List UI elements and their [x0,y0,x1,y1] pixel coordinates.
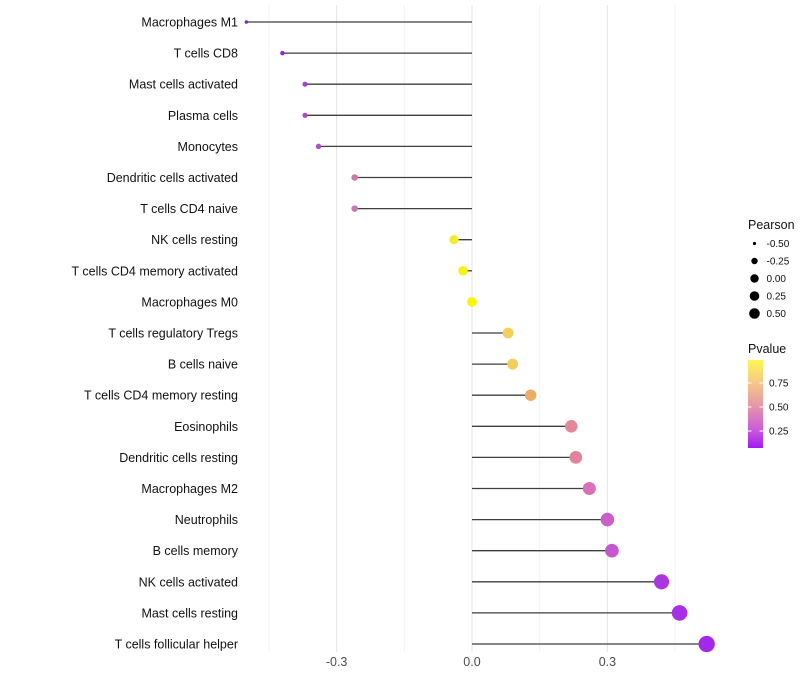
data-point[interactable] [569,451,583,464]
category-label: B cells memory [153,544,239,558]
x-tick-label: 0.0 [463,655,480,669]
category-label: T cells CD8 [174,47,238,61]
category-label: T cells follicular helper [115,638,238,652]
data-point[interactable] [351,174,358,181]
category-label: Plasma cells [168,109,238,123]
data-point[interactable] [600,512,615,527]
category-label: Mast cells resting [141,606,238,620]
data-point[interactable] [280,50,285,56]
colorbar-tick-label: 0.25 [769,427,789,438]
category-label: Eosinophils [174,420,238,434]
size-legend-label: 0.50 [767,309,787,320]
category-label: T cells CD4 memory resting [84,389,238,403]
size-legend-dot [749,308,760,319]
data-point[interactable] [654,574,670,590]
data-point[interactable] [244,20,249,24]
category-label: NK cells activated [139,575,238,589]
size-legend-dot [752,241,757,246]
data-point[interactable] [302,112,308,118]
data-point[interactable] [524,389,537,401]
pvalue-colorbar [748,360,763,448]
size-legend-dot [750,274,759,283]
category-label: Mast cells activated [129,78,238,92]
category-label: Macrophages M2 [141,482,238,496]
size-legend-title: Pearson [748,218,795,232]
category-label: Macrophages M1 [141,16,238,30]
data-point[interactable] [315,143,322,150]
data-point[interactable] [467,297,477,307]
category-label: Monocytes [178,140,238,154]
category-label: Neutrophils [175,513,238,527]
data-point[interactable] [458,266,468,276]
data-point[interactable] [507,358,519,370]
data-point[interactable] [582,481,596,496]
category-label: Dendritic cells activated [107,171,238,185]
category-label: B cells naive [168,358,238,372]
data-point[interactable] [565,420,578,433]
size-legend-label: 0.00 [767,274,787,285]
data-point[interactable] [605,543,619,558]
colorbar-tick-label: 0.75 [769,379,789,390]
category-label: T cells regulatory Tregs [108,327,238,341]
color-legend-title: Pvalue [748,342,786,356]
colorbar-tick-label: 0.50 [769,403,789,414]
category-label: NK cells resting [151,233,238,247]
data-point[interactable] [449,235,459,245]
size-legend-label: -0.25 [767,257,790,268]
category-label: T cells CD4 memory activated [72,264,239,278]
data-point[interactable] [671,605,688,621]
category-label: Dendritic cells resting [119,451,238,465]
size-legend-dot [749,291,760,301]
size-legend-dot [751,257,758,265]
category-label: Macrophages M0 [141,295,238,309]
data-point[interactable] [302,81,308,87]
x-tick-label: 0.3 [599,655,616,669]
size-legend-label: -0.50 [767,239,790,250]
data-point[interactable] [351,205,358,212]
size-legend-label: 0.25 [767,292,787,303]
x-tick-label: -0.3 [326,655,348,669]
category-label: T cells CD4 naive [140,202,238,216]
data-point[interactable] [502,327,514,339]
data-point[interactable] [698,635,715,653]
